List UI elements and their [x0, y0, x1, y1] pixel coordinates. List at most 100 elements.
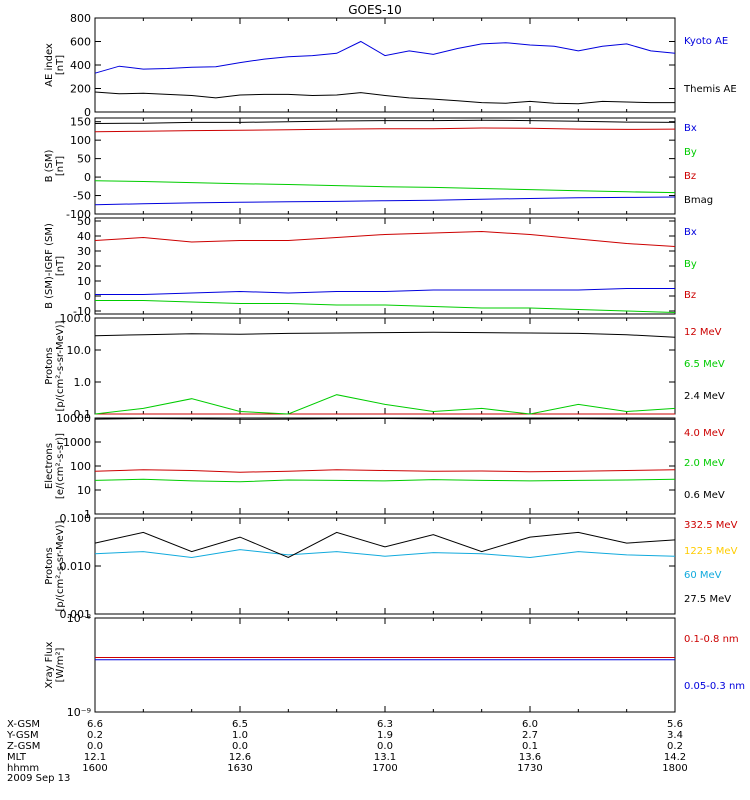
y-axis-label: [nT] — [55, 156, 66, 176]
y-tick-label: 600 — [70, 36, 91, 49]
y-tick-label: 400 — [70, 59, 91, 72]
legend-entry: 0.05-0.3 nm — [684, 681, 745, 692]
y-tick-label: 0.010 — [60, 560, 92, 573]
y-tick-label: 0 — [84, 171, 91, 184]
footer-value: 0.2 — [87, 730, 103, 741]
footer-value: 6.3 — [377, 719, 393, 730]
y-tick-label: 150 — [70, 116, 91, 129]
footer-value: 6.0 — [522, 719, 538, 730]
legend-entry: 27.5 MeV — [684, 594, 731, 605]
y-tick-label: 1 — [84, 508, 91, 521]
y-axis-label: Electrons — [44, 443, 55, 489]
footer-value: 12.1 — [84, 752, 106, 763]
series-line-2-0-mev — [94, 478, 676, 483]
y-tick-label: 10000 — [56, 412, 91, 425]
footer-table: X-GSM 6.6 6.5 6.3 6.0 5.6 Y-GSM 0.2 1.0 1.9 2.7 3.4… — [6, 719, 688, 784]
y-tick-label: -50 — [73, 190, 91, 203]
footer-value: 3.4 — [667, 730, 683, 741]
y-axis-label: [W/m²] — [55, 647, 66, 682]
y-tick-label: 0 — [84, 106, 91, 119]
footer-row-label: Y-GSM — [6, 730, 39, 741]
footer-value: 6.6 — [87, 719, 103, 730]
footer-value: 0.1 — [522, 741, 538, 752]
footer-value: 14.2 — [664, 752, 686, 763]
y-tick-label: 30 — [77, 245, 91, 258]
footer-value: 1700 — [372, 763, 397, 774]
legend-entry: 60 MeV — [684, 570, 722, 581]
y-axis-label: [p/(cm²-s-sr-MeV)] — [55, 520, 66, 611]
series-line-bz — [94, 230, 676, 247]
series-line-4-0-mev — [94, 469, 676, 473]
legend-entry: Themis AE — [683, 84, 737, 95]
panel-frame — [94, 617, 676, 713]
y-axis-label: [p/(cm²-s-sr-MeV)] — [55, 320, 66, 411]
y-axis-label: [e/(cm²-s-sr)] — [55, 433, 66, 499]
panel-7: 10⁻⁹ 10⁻⁸ Xray Flux [W/m²] 0.1-0.8 nm 0.05-0.… — [44, 612, 745, 719]
footer-row-label: MLT — [7, 752, 27, 763]
legend-entry: 6.5 MeV — [684, 359, 725, 370]
panel-1: 0 200 400 600 800 AE index [nT] Kyoto AE Themis … — [44, 12, 737, 119]
y-tick-label: 100.0 — [60, 312, 92, 325]
series-line-themis-ae — [94, 91, 675, 105]
panel-2: -100 -50 0 50 100 150 B (SM) [nT] Bx By Bz Bmag — [44, 116, 713, 221]
y-tick-label: 10 — [77, 275, 91, 288]
legend-entry: 2.0 MeV — [684, 458, 725, 469]
series-line-27-5-mev — [94, 531, 676, 559]
y-axis-label: B (SM) — [44, 149, 55, 182]
series-line-0-6-mev — [94, 417, 676, 420]
y-axis-label: AE index — [44, 43, 55, 87]
legend-entry: 4.0 MeV — [684, 428, 725, 439]
footer-value: 13.6 — [519, 752, 541, 763]
y-tick-label: 40 — [77, 230, 91, 243]
footer-value: 12.6 — [229, 752, 251, 763]
legend-entry: 0.6 MeV — [684, 490, 725, 501]
y-tick-label: 10⁻⁹ — [67, 706, 91, 719]
series-line-2-4-mev — [94, 331, 676, 338]
legend-entry: 122.5 MeV — [684, 546, 738, 557]
panel-frame — [94, 17, 676, 113]
y-tick-label: 50 — [77, 215, 91, 228]
footer-value: 1730 — [517, 763, 542, 774]
series-line-bz — [94, 127, 676, 133]
footer-value: 13.1 — [374, 752, 396, 763]
legend-entry: By — [684, 147, 697, 158]
panel-frame — [94, 217, 676, 315]
footer-value: 1800 — [662, 763, 687, 774]
legend-entry: Bmag — [684, 195, 713, 206]
legend-entry: Kyoto AE — [684, 36, 728, 47]
series-line-bmag — [94, 119, 676, 124]
footer-value: 1600 — [82, 763, 107, 774]
series-line-bx — [95, 288, 675, 295]
panel-3: -10 0 10 20 30 40 50 B (SM)-IGRF (SM) [nT] Bx By Bz — [44, 215, 697, 318]
y-tick-label: 0.001 — [60, 608, 92, 621]
legend-entry: 12 MeV — [684, 327, 722, 338]
footer-value: 0.0 — [87, 741, 103, 752]
y-tick-label: 10 — [77, 484, 91, 497]
panel-6: 0.001 0.010 0.100 Protons [p/(cm²-s-sr-MeV)]… — [44, 512, 738, 621]
chart-title: GOES-10 — [348, 3, 402, 17]
legend-entry: Bz — [684, 171, 696, 182]
legend-entry: Bx — [684, 227, 697, 238]
legend-entry: By — [684, 259, 697, 270]
legend-entry: Bz — [684, 290, 696, 301]
y-tick-label: 100 — [70, 134, 91, 147]
footer-row-label: X-GSM — [7, 719, 40, 730]
footer-value: 0.2 — [667, 741, 683, 752]
series-line-6-5-mev — [94, 394, 676, 415]
y-tick-label: 50 — [77, 153, 91, 166]
y-tick-label: 800 — [70, 12, 91, 25]
y-axis-label: Protons — [44, 347, 55, 384]
legend-entry: 0.1-0.8 nm — [684, 634, 739, 645]
series-line-by — [94, 180, 676, 194]
footer-value: 1.9 — [377, 730, 393, 741]
series-line-by — [95, 300, 676, 313]
y-tick-label: 0.1 — [74, 408, 92, 421]
y-tick-label: 10⁻⁸ — [67, 612, 92, 625]
footer-value: 0.0 — [377, 741, 393, 752]
footer-row-label: hhmm — [7, 763, 39, 774]
y-tick-label: 1.0 — [74, 376, 92, 389]
panel-5: 1 10 100 1000 10000 Electrons [e/(cm²-s-sr)] 4.… — [44, 412, 725, 521]
y-tick-label: -10 — [73, 305, 91, 318]
y-tick-label: -100 — [66, 208, 91, 221]
